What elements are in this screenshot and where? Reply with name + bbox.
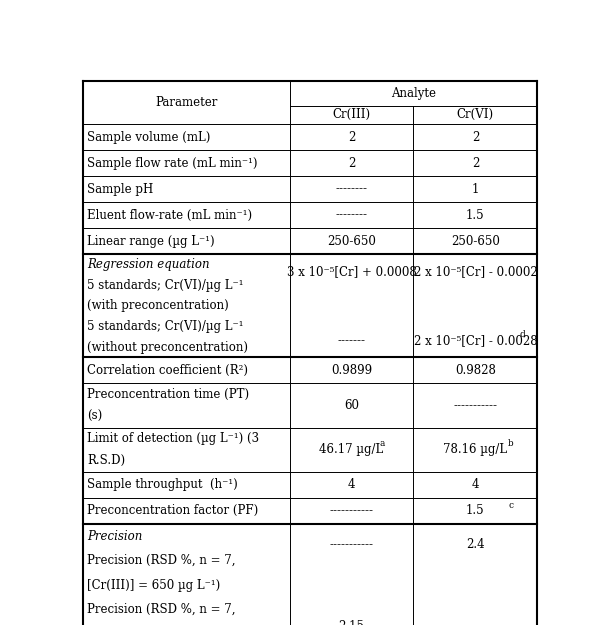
Text: 2 x 10⁻⁵[Cr] - 0.0028: 2 x 10⁻⁵[Cr] - 0.0028 [414, 334, 537, 347]
Text: 3 x 10⁻⁵[Cr] + 0.0008: 3 x 10⁻⁵[Cr] + 0.0008 [287, 265, 416, 278]
Text: 2 x 10⁻⁵[Cr] - 0.0002: 2 x 10⁻⁵[Cr] - 0.0002 [413, 265, 537, 278]
Text: -------: ------- [338, 334, 365, 347]
Text: -----------: ----------- [330, 538, 373, 551]
Text: 2: 2 [348, 131, 355, 144]
Text: 4: 4 [348, 478, 355, 491]
Text: R.S.D): R.S.D) [87, 454, 125, 468]
Text: 5 standards; Cr(VI)/µg L⁻¹: 5 standards; Cr(VI)/µg L⁻¹ [87, 279, 244, 292]
Text: Analyte: Analyte [391, 87, 436, 100]
Text: -----------: ----------- [453, 399, 497, 412]
Text: 78.16 µg/L: 78.16 µg/L [443, 443, 508, 456]
Text: Cr(III): Cr(III) [332, 109, 370, 121]
Text: 2.4: 2.4 [466, 538, 485, 551]
Text: Preconcentration factor (PF): Preconcentration factor (PF) [87, 504, 258, 518]
Text: Precision (RSD %, n = 7,: Precision (RSD %, n = 7, [87, 554, 236, 567]
Text: Eluent flow-rate (mL min⁻¹): Eluent flow-rate (mL min⁻¹) [87, 209, 252, 221]
Text: a: a [379, 439, 385, 449]
Text: --------: -------- [335, 209, 367, 221]
Text: 250-650: 250-650 [451, 234, 500, 248]
Text: Linear range (µg L⁻¹): Linear range (µg L⁻¹) [87, 234, 215, 248]
Text: 1.5: 1.5 [466, 504, 485, 518]
Text: Limit of detection (µg L⁻¹) (3: Limit of detection (µg L⁻¹) (3 [87, 432, 260, 445]
Text: ------------: ------------ [451, 619, 499, 625]
Text: 4: 4 [472, 478, 479, 491]
Text: c: c [508, 501, 513, 509]
Text: Correlation coefficient (R²): Correlation coefficient (R²) [87, 364, 248, 377]
Text: (with preconcentration): (with preconcentration) [87, 299, 229, 312]
Text: Sample throughput  (h⁻¹): Sample throughput (h⁻¹) [87, 478, 238, 491]
Text: 46.17 µg/L: 46.17 µg/L [319, 443, 384, 456]
Text: d: d [520, 330, 526, 339]
Text: 60: 60 [344, 399, 359, 412]
Text: -----------: ----------- [330, 504, 373, 518]
Text: Regression equation: Regression equation [87, 258, 210, 271]
Text: 2: 2 [472, 157, 479, 169]
Text: Sample volume (mL): Sample volume (mL) [87, 131, 211, 144]
Text: 0.9828: 0.9828 [455, 364, 496, 377]
Text: Sample flow rate (mL min⁻¹): Sample flow rate (mL min⁻¹) [87, 157, 258, 169]
Text: (s): (s) [87, 410, 103, 423]
Text: Precision (RSD %, n = 7,: Precision (RSD %, n = 7, [87, 603, 236, 616]
Text: [Cr(III)] = 650 µg L⁻¹): [Cr(III)] = 650 µg L⁻¹) [87, 579, 221, 592]
Text: 5 standards; Cr(VI)/µg L⁻¹: 5 standards; Cr(VI)/µg L⁻¹ [87, 320, 244, 333]
Text: 2: 2 [472, 131, 479, 144]
Text: Preconcentration time (PT): Preconcentration time (PT) [87, 388, 249, 401]
Text: Precision: Precision [87, 529, 143, 542]
Text: --------: -------- [335, 182, 367, 196]
Text: 250-650: 250-650 [327, 234, 376, 248]
Text: 0.9899: 0.9899 [331, 364, 372, 377]
Text: 1: 1 [472, 182, 479, 196]
Text: Parameter: Parameter [155, 96, 217, 109]
Text: b: b [508, 439, 514, 449]
Text: (without preconcentration): (without preconcentration) [87, 341, 248, 354]
Text: 1.5: 1.5 [466, 209, 485, 221]
Text: Cr(VI): Cr(VI) [457, 109, 494, 121]
Text: Sample pH: Sample pH [87, 182, 154, 196]
Text: 2.15: 2.15 [338, 619, 364, 625]
Text: 2: 2 [348, 157, 355, 169]
